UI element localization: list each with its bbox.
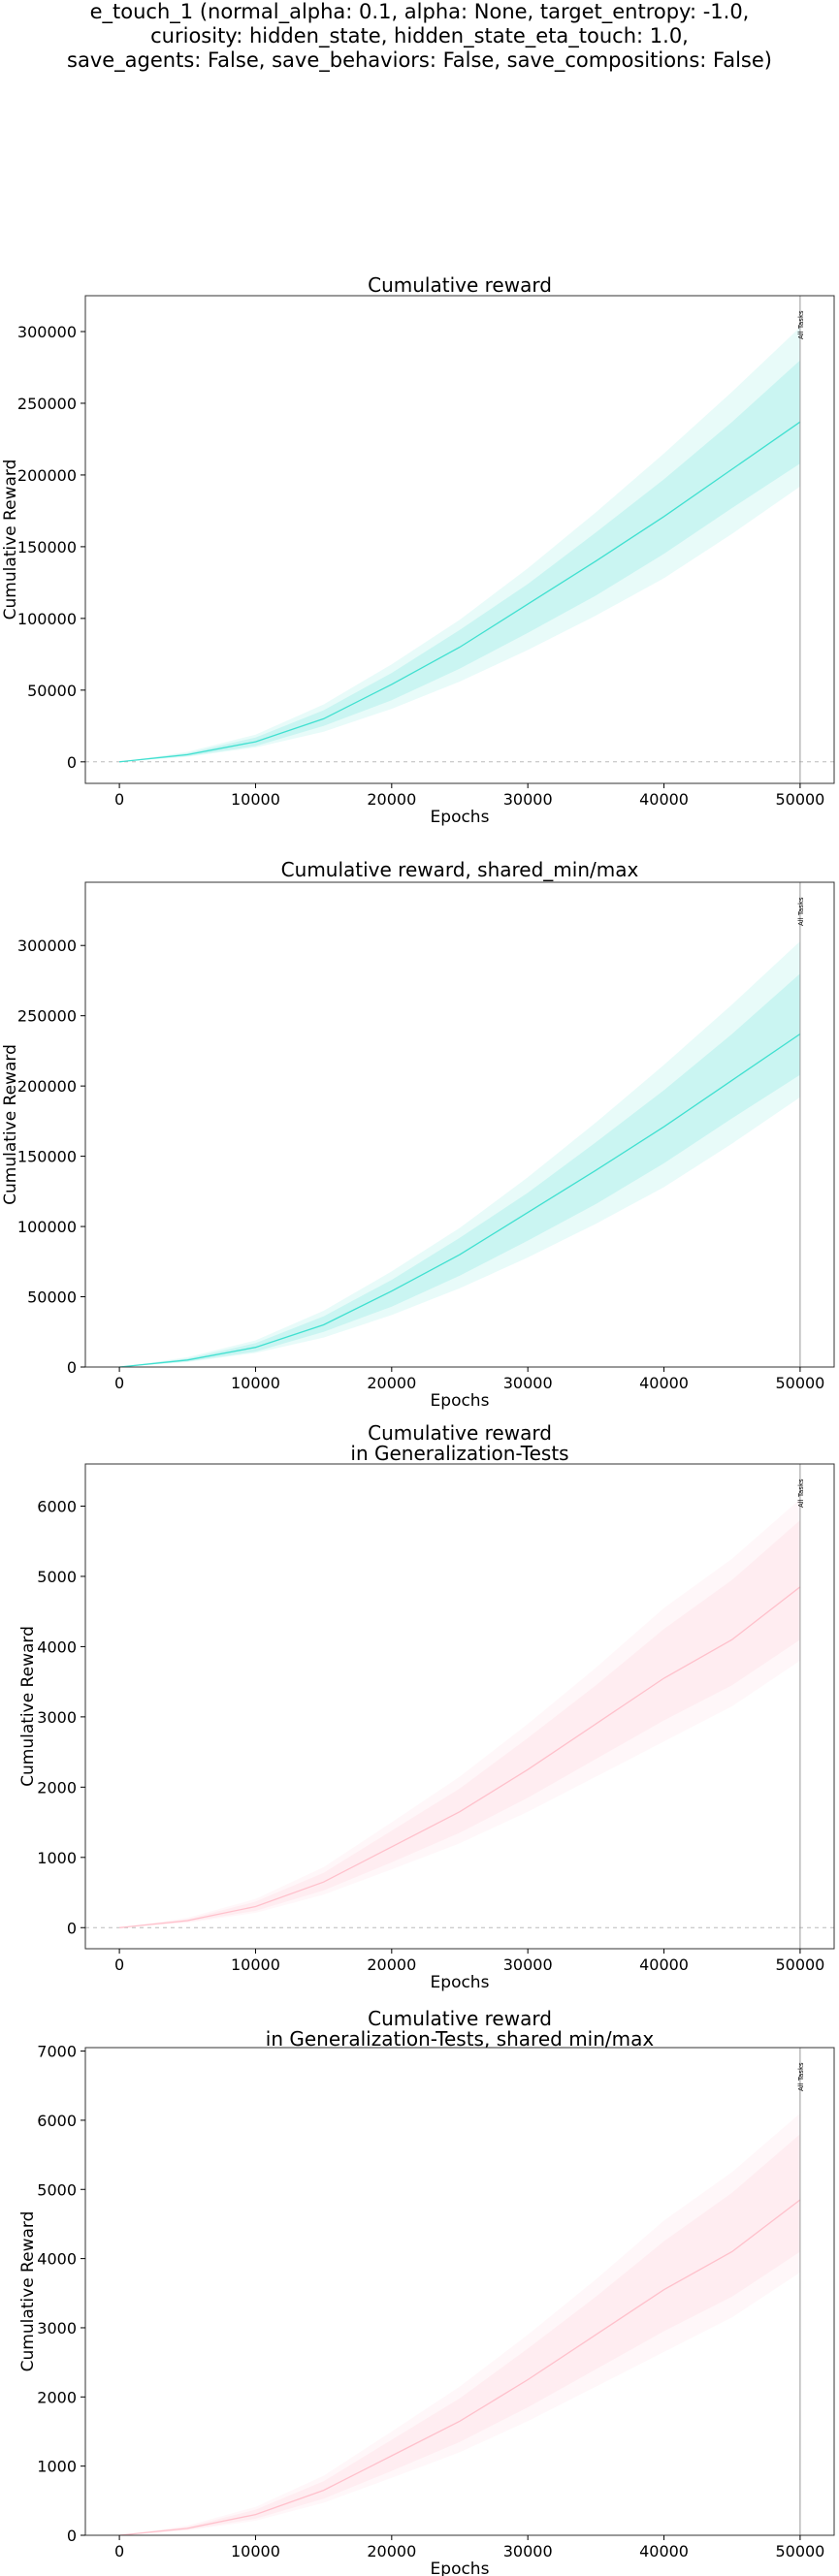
y-tick-label: 2000: [37, 2388, 77, 2406]
chart-title: Cumulative reward, shared_min/max: [281, 858, 639, 881]
y-tick-label: 50000: [27, 682, 77, 700]
axes-frame: [84, 295, 835, 784]
y-tick-label: 200000: [17, 1077, 77, 1096]
x-tick-label: 0: [114, 2542, 124, 2560]
y-tick-label: 250000: [17, 395, 77, 413]
y-axis-label: Cumulative Reward: [18, 2211, 38, 2372]
x-tick-label: 10000: [231, 790, 280, 809]
inner-band: [119, 360, 800, 762]
figure-title-line-3: save_agents: False, save_behaviors: Fals…: [67, 48, 772, 72]
y-tick-label: 0: [67, 753, 77, 772]
outer-band: [119, 327, 800, 762]
x-tick-label: 40000: [639, 790, 689, 809]
x-tick-label: 20000: [367, 790, 416, 809]
x-tick-label: 30000: [503, 1956, 553, 1974]
outer-band: [119, 940, 800, 1367]
chart-title: Cumulative reward: [368, 2007, 552, 2030]
x-tick-label: 20000: [367, 2542, 416, 2560]
y-tick-label: 100000: [17, 1218, 77, 1236]
y-axis-label: Cumulative Reward: [18, 1626, 38, 1787]
x-tick-label: 30000: [503, 790, 553, 809]
y-axis-label: Cumulative Reward: [1, 1044, 20, 1205]
y-tick-label: 300000: [17, 323, 77, 341]
x-tick-label: 40000: [639, 1374, 689, 1392]
x-tick-label: 50000: [775, 790, 824, 809]
axes-frame: [84, 1463, 835, 1950]
y-tick-label: 6000: [37, 2112, 77, 2130]
x-tick-label: 10000: [231, 1956, 280, 1974]
y-tick-label: 1000: [37, 1849, 77, 1867]
y-tick-label: 3000: [37, 1708, 77, 1727]
y-axis-label: Cumulative Reward: [1, 460, 20, 620]
inner-band: [119, 2134, 800, 2535]
x-tick-label: 50000: [775, 2542, 824, 2560]
figure-title: e_touch_1 (normal_alpha: 0.1, alpha: Non…: [0, 0, 839, 73]
x-tick-label: 50000: [775, 1374, 824, 1392]
x-axis-label: Epochs: [431, 2560, 490, 2576]
y-tick-label: 1000: [37, 2458, 77, 2476]
y-tick-label: 3000: [37, 2319, 77, 2337]
x-tick-label: 30000: [503, 1374, 553, 1392]
axes-frame: [84, 2047, 835, 2536]
x-tick-label: 50000: [775, 1956, 824, 1974]
chart-title: in Generalization-Tests, shared min/max: [266, 2027, 655, 2051]
figure-title-line-2: curiosity: hidden_state, hidden_state_et…: [150, 24, 689, 48]
x-tick-label: 0: [114, 1956, 124, 1974]
y-tick-label: 150000: [17, 1148, 77, 1166]
x-tick-label: 40000: [639, 2542, 689, 2560]
chart-title: Cumulative reward: [368, 1421, 552, 1445]
all-tasks-label: All Tasks: [797, 1479, 805, 1508]
y-tick-label: 0: [67, 1358, 77, 1377]
x-tick-label: 30000: [503, 2542, 553, 2560]
y-tick-label: 6000: [37, 1497, 77, 1515]
chart-title: Cumulative reward: [368, 273, 552, 297]
mean-line: [119, 1033, 801, 1368]
x-tick-label: 0: [114, 790, 124, 809]
x-axis-label: Epochs: [431, 808, 490, 827]
all-tasks-label: All Tasks: [797, 2062, 805, 2091]
x-axis-label: Epochs: [431, 1973, 490, 1992]
x-tick-label: 10000: [231, 2542, 280, 2560]
y-tick-label: 0: [67, 2527, 77, 2545]
y-tick-label: 4000: [37, 1638, 77, 1656]
x-tick-label: 20000: [367, 1956, 416, 1974]
y-tick-label: 2000: [37, 1778, 77, 1797]
y-tick-label: 200000: [17, 466, 77, 485]
inner-band: [119, 973, 800, 1367]
y-tick-label: 5000: [37, 1568, 77, 1586]
x-tick-label: 40000: [639, 1956, 689, 1974]
all-tasks-label: All Tasks: [797, 310, 805, 339]
y-tick-label: 5000: [37, 2180, 77, 2199]
figure-title-line-1: e_touch_1 (normal_alpha: 0.1, alpha: Non…: [89, 0, 750, 23]
y-tick-label: 50000: [27, 1288, 77, 1307]
outer-band: [119, 2113, 800, 2535]
y-tick-label: 300000: [17, 937, 77, 955]
mean-line: [119, 2199, 801, 2536]
y-tick-label: 4000: [37, 2250, 77, 2269]
mean-line: [119, 1586, 801, 1928]
chart-title: in Generalization-Tests: [350, 1442, 568, 1465]
chart-cumulative-reward-shared: Cumulative reward, shared_min/max All Tas…: [1, 858, 835, 1411]
x-axis-label: Epochs: [431, 1391, 490, 1411]
y-tick-label: 7000: [37, 2043, 77, 2061]
y-tick-label: 250000: [17, 1007, 77, 1026]
axes-frame: [84, 881, 835, 1368]
chart-cumulative-reward: Cumulative reward All Tasks 0 10000 20000 300…: [1, 273, 835, 827]
y-tick-label: 0: [67, 1919, 77, 1937]
y-tick-label: 150000: [17, 538, 77, 557]
x-tick-label: 10000: [231, 1374, 280, 1392]
inner-band: [119, 1520, 800, 1928]
y-tick-label: 100000: [17, 610, 77, 628]
x-tick-label: 0: [114, 1374, 124, 1392]
mean-line: [119, 421, 801, 763]
all-tasks-label: All Tasks: [797, 897, 805, 926]
outer-band: [119, 1499, 800, 1928]
x-tick-label: 20000: [367, 1374, 416, 1392]
